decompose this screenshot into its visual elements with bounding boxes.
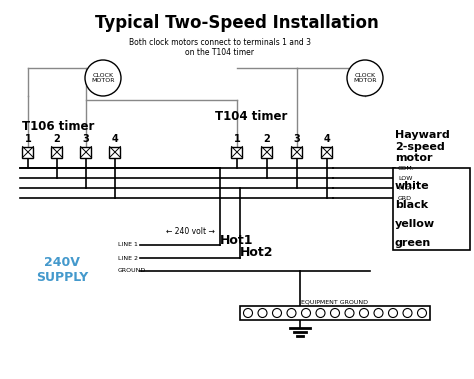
- Text: 1: 1: [25, 134, 31, 144]
- Text: green: green: [395, 238, 431, 248]
- Bar: [292, 147, 302, 158]
- Circle shape: [347, 60, 383, 96]
- Text: 3: 3: [82, 134, 90, 144]
- Text: 1: 1: [234, 134, 240, 144]
- Text: black: black: [395, 200, 428, 210]
- Bar: [231, 147, 243, 158]
- Text: Hot1: Hot1: [220, 233, 254, 246]
- Text: T104 timer: T104 timer: [215, 110, 287, 123]
- Text: CLOCK
MOTOR: CLOCK MOTOR: [353, 73, 377, 83]
- Text: yellow: yellow: [395, 219, 435, 229]
- Text: 4: 4: [111, 134, 118, 144]
- Text: ← 240 volt →: ← 240 volt →: [165, 227, 214, 236]
- Text: COM.: COM.: [398, 166, 415, 171]
- Bar: [262, 147, 273, 158]
- Text: LOW: LOW: [398, 175, 412, 180]
- Text: 2: 2: [54, 134, 60, 144]
- Text: 240V
SUPPLY: 240V SUPPLY: [36, 256, 88, 284]
- Bar: [240, 306, 430, 320]
- Text: LINE 1: LINE 1: [118, 243, 138, 247]
- Bar: [393, 168, 470, 250]
- Bar: [22, 147, 34, 158]
- Text: Both clock motors connect to terminals 1 and 3
on the T104 timer: Both clock motors connect to terminals 1…: [129, 38, 311, 57]
- Bar: [81, 147, 91, 158]
- Text: HIGH: HIGH: [398, 185, 414, 191]
- Text: LINE 2: LINE 2: [118, 255, 138, 260]
- Text: white: white: [395, 181, 429, 191]
- Text: Hayward
2-speed
motor: Hayward 2-speed motor: [395, 130, 450, 163]
- Text: Typical Two-Speed Installation: Typical Two-Speed Installation: [95, 14, 379, 32]
- Text: T106 timer: T106 timer: [22, 120, 94, 133]
- Text: Hot2: Hot2: [240, 246, 273, 260]
- Circle shape: [85, 60, 121, 96]
- Text: 4: 4: [324, 134, 330, 144]
- Bar: [52, 147, 63, 158]
- Bar: [321, 147, 332, 158]
- Text: 2: 2: [264, 134, 270, 144]
- Text: GROUND: GROUND: [118, 268, 146, 274]
- Bar: [109, 147, 120, 158]
- Text: CLOCK
MOTOR: CLOCK MOTOR: [91, 73, 115, 83]
- Text: EQUIPMENT GROUND: EQUIPMENT GROUND: [301, 299, 368, 304]
- Text: GRD: GRD: [398, 196, 412, 200]
- Text: 3: 3: [293, 134, 301, 144]
